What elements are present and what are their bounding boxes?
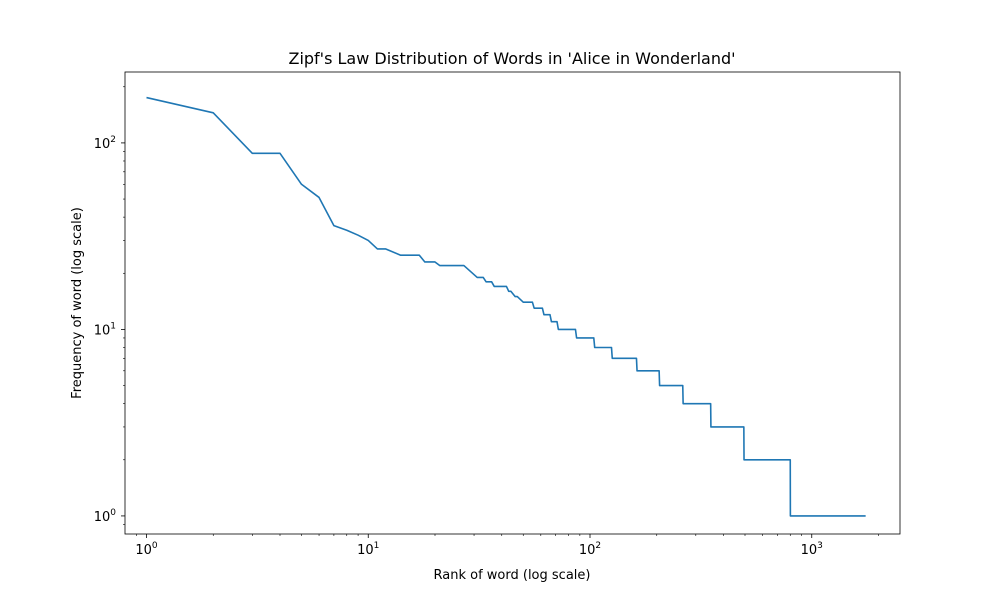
chart-title: Zipf's Law Distribution of Words in 'Ali… [288,49,735,68]
y-tick-label: 100 [94,508,117,525]
y-axis-ticks: 100 101 102 [94,86,125,525]
series-line-0 [146,96,866,517]
y-tick-label: 101 [94,321,116,338]
x-tick-label: 100 [135,541,158,558]
x-axis-ticks: 100 101 102 103 [135,534,879,558]
x-tick-label: 103 [801,541,823,558]
plot-frame [124,71,901,535]
y-axis-label: Frequency of word (log scale) [70,207,85,399]
x-axis-label: Rank of word (log scale) [434,568,591,583]
x-tick-label: 101 [357,541,379,558]
x-tick-label: 102 [579,541,601,558]
plot-area [124,71,901,535]
y-tick-label: 102 [94,135,116,152]
